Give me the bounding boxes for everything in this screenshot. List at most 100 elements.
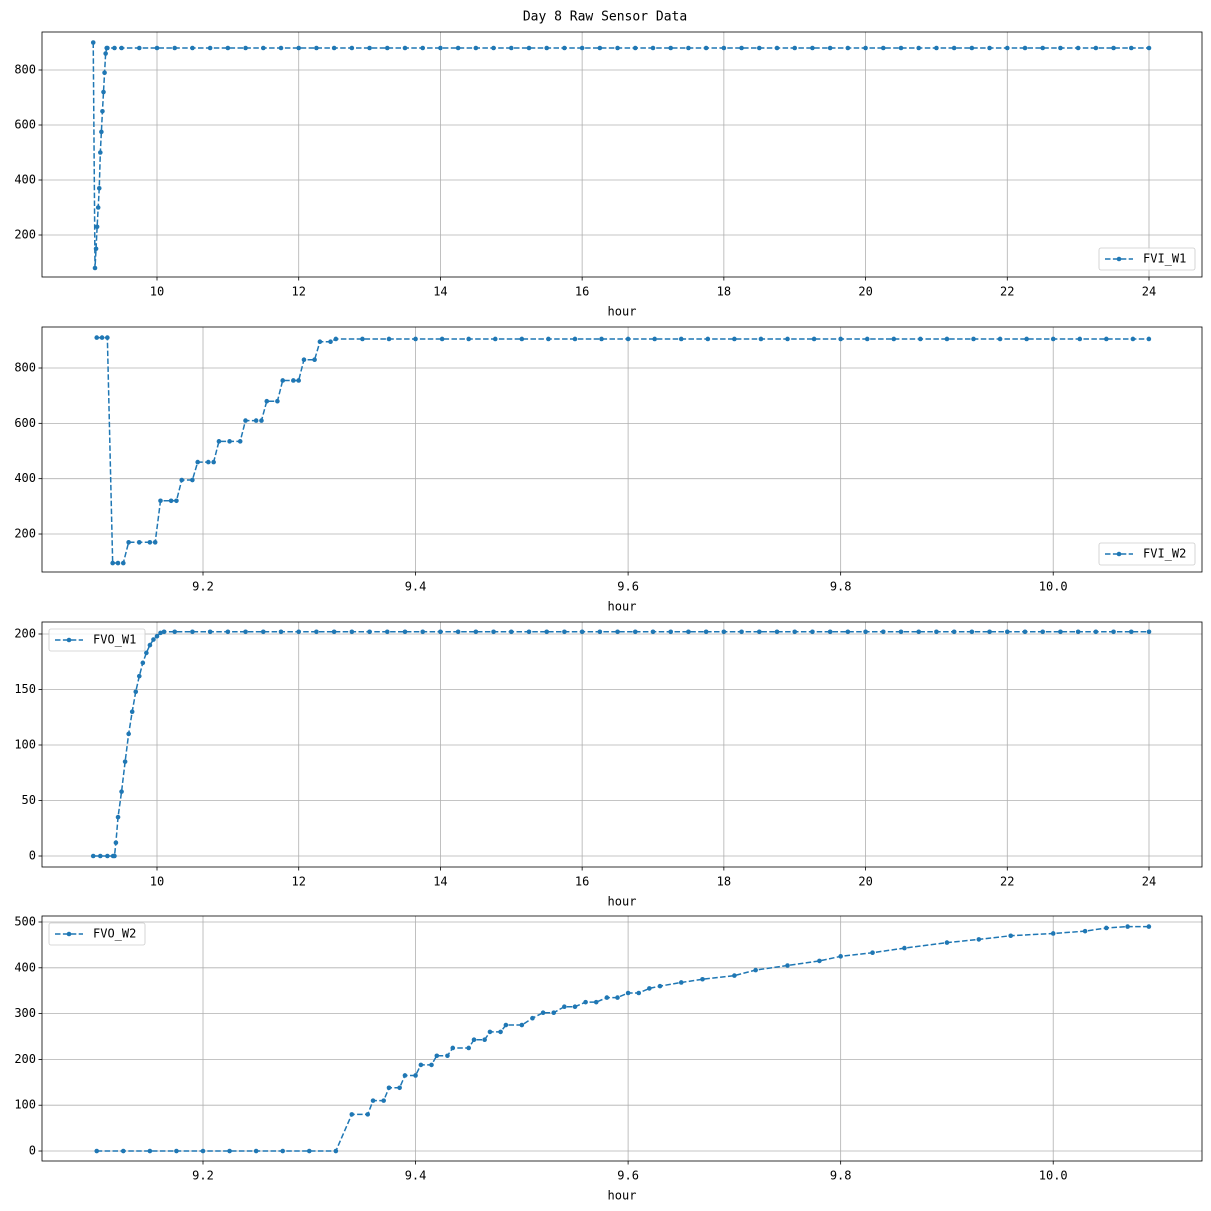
plot-area — [90, 40, 1152, 271]
data-point — [136, 45, 142, 51]
x-tick-label: 18 — [717, 285, 731, 299]
data-point — [158, 498, 163, 504]
data-point — [944, 336, 950, 342]
data-point — [579, 45, 585, 51]
data-point — [785, 336, 790, 342]
data-point — [154, 45, 160, 51]
data-point — [508, 629, 514, 635]
legend-label: FVO_W2 — [93, 927, 136, 941]
data-point — [455, 629, 461, 635]
x-tick-label: 9.8 — [830, 1169, 852, 1183]
data-point — [1128, 45, 1134, 51]
data-point — [1146, 336, 1152, 342]
data-point — [774, 45, 780, 51]
data-point — [758, 336, 764, 342]
data-point — [721, 629, 727, 635]
data-point — [951, 629, 957, 635]
data-point — [397, 1085, 402, 1091]
data-point — [530, 1015, 535, 1021]
data-point — [94, 224, 100, 230]
data-point — [331, 629, 337, 635]
data-point — [1004, 45, 1010, 51]
data-point — [792, 45, 798, 51]
data-point — [466, 336, 471, 342]
plot-area — [94, 335, 1152, 566]
data-point — [811, 336, 817, 342]
data-point — [402, 1073, 408, 1078]
data-point — [971, 336, 976, 342]
data-point — [129, 709, 135, 714]
data-point — [367, 45, 372, 51]
data-point — [367, 629, 372, 635]
data-point — [987, 629, 992, 635]
legend-box — [1098, 542, 1196, 566]
data-point — [314, 45, 319, 51]
data-point — [1008, 933, 1014, 939]
data-point — [732, 336, 737, 342]
data-point — [386, 336, 392, 342]
data-point — [259, 418, 264, 423]
data-point — [1128, 629, 1134, 635]
data-point — [792, 629, 798, 635]
x-tick-label: 9.6 — [617, 580, 639, 594]
data-point — [418, 1062, 424, 1068]
data-point — [216, 439, 222, 444]
data-point — [473, 45, 479, 51]
data-point — [105, 853, 110, 859]
data-point — [243, 418, 248, 423]
data-point — [1004, 629, 1010, 635]
data-point — [817, 958, 822, 964]
data-point — [243, 45, 248, 51]
data-line — [93, 631, 1149, 857]
data-point — [115, 814, 121, 820]
data-point — [572, 336, 578, 342]
plot-area — [90, 629, 1152, 859]
data-point — [384, 629, 390, 635]
y-tick-label: 0 — [29, 1144, 36, 1158]
data-point — [650, 629, 656, 635]
y-tick-label: 400 — [14, 173, 36, 187]
data-point — [650, 45, 656, 51]
data-point — [482, 1037, 487, 1043]
data-point — [774, 629, 780, 635]
legend-box — [48, 628, 146, 652]
data-point — [1058, 629, 1063, 635]
data-point — [1058, 45, 1063, 51]
y-tick-label: 800 — [14, 63, 36, 77]
x-axis-label: hour — [608, 305, 637, 319]
data-point — [172, 45, 178, 51]
data-point — [1050, 931, 1056, 936]
y-tick-label: 150 — [14, 682, 36, 696]
data-point — [365, 1112, 371, 1117]
data-point — [562, 45, 567, 51]
data-point — [827, 45, 833, 51]
data-point — [291, 378, 296, 383]
data-point — [333, 336, 339, 342]
data-point — [253, 418, 259, 423]
data-point — [987, 45, 992, 51]
data-point — [1093, 45, 1099, 51]
data-point — [1022, 45, 1028, 51]
data-point — [636, 990, 642, 996]
axes-frame — [41, 31, 1203, 278]
data-point — [174, 498, 179, 504]
data-point — [434, 1053, 440, 1059]
data-point — [632, 45, 638, 51]
data-point — [487, 1029, 493, 1035]
legend-marker — [66, 931, 72, 937]
data-point — [168, 498, 174, 504]
data-point — [1104, 925, 1109, 931]
data-point — [1146, 629, 1152, 635]
data-point — [260, 45, 266, 51]
data-point — [1111, 629, 1116, 635]
data-point — [151, 637, 156, 642]
x-tick-label: 24 — [1142, 285, 1156, 299]
data-point — [119, 789, 124, 794]
data-point — [880, 629, 886, 635]
legend-box — [1098, 247, 1196, 271]
data-point — [1040, 45, 1046, 51]
data-point — [206, 459, 211, 465]
data-point — [845, 45, 851, 51]
data-point — [1022, 629, 1028, 635]
